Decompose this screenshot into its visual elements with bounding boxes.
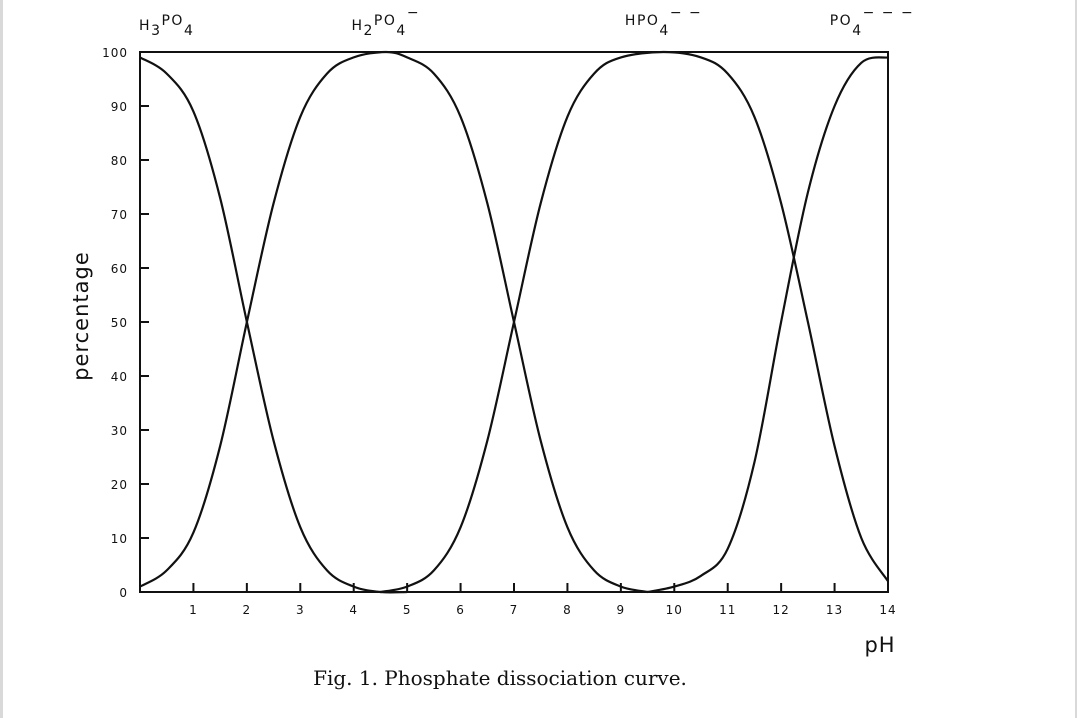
x-tick-label: 2 (243, 603, 252, 617)
y-tick-label: 40 (111, 370, 128, 384)
y-tick-label: 70 (111, 208, 128, 222)
y-tick-label: 0 (119, 586, 128, 600)
x-tick-label: 12 (773, 603, 790, 617)
x-tick-label: 5 (403, 603, 412, 617)
x-tick-label: 11 (719, 603, 736, 617)
series-group (139, 50, 889, 594)
x-axis-title: pH (864, 633, 895, 657)
y-tick-label: 60 (111, 262, 128, 276)
y-tick-label: 10 (111, 532, 128, 546)
x-tick-label: 4 (349, 603, 358, 617)
series-line-2 (139, 50, 648, 594)
x-tick-label: 6 (456, 603, 465, 617)
species-label-1: H3PO4 (139, 13, 194, 39)
y-tick-label: 80 (111, 154, 128, 168)
y-tick-label: 30 (111, 424, 128, 438)
species-label-3: HPO4− − (625, 5, 702, 39)
species-labels: H3PO4 H2PO4− HPO4− − PO4− − − (139, 5, 914, 39)
series-line-1 (139, 56, 408, 594)
y-axis-title: percentage (69, 251, 93, 381)
y-tick-label: 50 (111, 316, 128, 330)
x-tick-label: 10 (666, 603, 683, 617)
x-tick-label: 1 (189, 603, 198, 617)
y-tick-label: 20 (111, 478, 128, 492)
x-tick-label: 14 (879, 603, 896, 617)
y-tick-label: 90 (111, 100, 128, 114)
x-tick-label: 8 (563, 603, 572, 617)
series-line-3 (380, 50, 889, 594)
species-label-4: PO4− − − (830, 5, 914, 39)
right-border (1075, 0, 1077, 718)
y-tick-label: 100 (102, 46, 128, 60)
x-tick-label: 7 (510, 603, 519, 617)
species-label-2: H2PO4− (351, 5, 420, 39)
series-line-4 (647, 56, 889, 594)
x-tick-label: 3 (296, 603, 305, 617)
figure-caption: Fig. 1. Phosphate dissociation curve. (313, 666, 687, 690)
left-border (0, 0, 3, 718)
x-tick-label: 9 (617, 603, 626, 617)
x-tick-label: 13 (826, 603, 843, 617)
axis-ticks: 1 2 3 4 5 6 7 8 9 10 11 12 13 14010203040506070809010… (102, 46, 896, 617)
